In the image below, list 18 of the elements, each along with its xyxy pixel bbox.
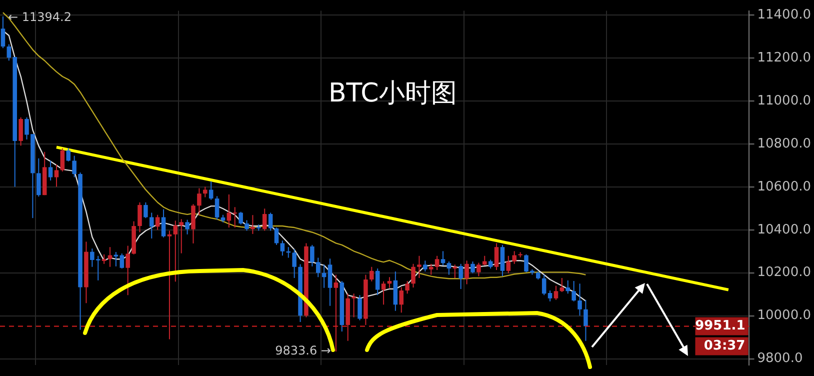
y-tick-label: 10000.0: [757, 308, 812, 324]
annotation: ← 11394.2: [8, 10, 72, 24]
annotation: 9833.6 →: [275, 344, 331, 358]
annotation: 03:37: [704, 338, 746, 354]
y-tick-label: 9800.0: [757, 351, 803, 366]
y-tick-label: 10800.0: [757, 136, 812, 152]
candlestick: [334, 274, 338, 352]
y-tick-label: 11400.0: [757, 7, 812, 22]
text: BTC小时图: [328, 78, 457, 109]
y-tick-label: 10200.0: [757, 265, 812, 280]
candlestick: [167, 230, 172, 340]
candlestick: [179, 219, 184, 254]
y-tick-label: 10400.0: [757, 222, 812, 238]
y-tick-label: 11200.0: [757, 50, 812, 66]
y-tick-label: 11000.0: [757, 93, 812, 108]
ref-line-label: 9951.1: [695, 318, 746, 334]
candlestick: [352, 294, 356, 318]
y-tick-label: 10600.0: [757, 179, 812, 194]
